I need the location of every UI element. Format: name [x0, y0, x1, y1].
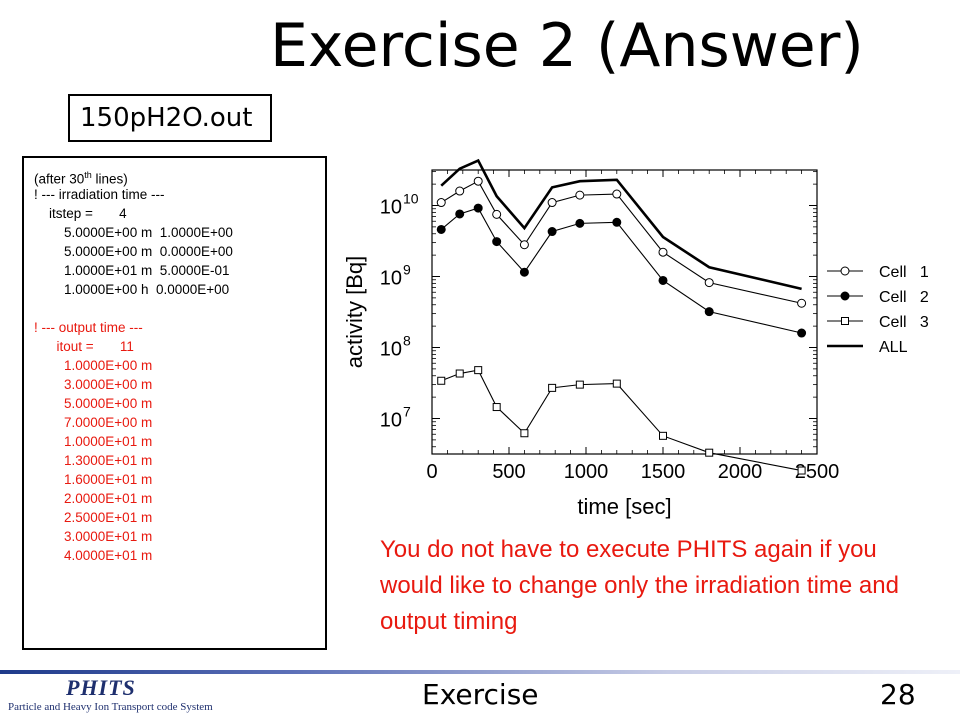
irradiation-line: 1.0000E+00 h 0.0000E+00 — [34, 282, 230, 297]
data-point-circle — [704, 307, 714, 317]
irradiation-line: 1.0000E+01 m 5.0000E-01 — [34, 263, 230, 278]
data-point-circle — [473, 203, 483, 213]
output-time-line: ! --- output time --- — [34, 320, 143, 335]
phits-logo-wordmark: PHITS — [66, 675, 136, 700]
data-point-circle — [797, 328, 807, 338]
data-point-square — [437, 376, 446, 385]
x-tick-label: 0 — [426, 461, 437, 483]
data-point-circle — [436, 224, 446, 234]
series-line-3 — [441, 369, 802, 472]
legend-label: Cell 1 — [879, 264, 929, 281]
data-point-circle — [612, 217, 622, 227]
data-point-circle — [575, 218, 585, 228]
data-point-circle — [519, 267, 529, 277]
data-point-circle — [492, 237, 502, 247]
x-tick-label: 1500 — [641, 461, 686, 483]
slide-title: Exercise 2 (Answer) — [270, 11, 864, 81]
data-point-circle — [519, 240, 529, 250]
legend-label: Cell 2 — [879, 289, 929, 306]
irradiation-line: ! --- irradiation time --- — [34, 187, 165, 202]
y-tick-label: 10 — [380, 197, 402, 219]
data-point-circle — [492, 209, 502, 219]
data-point-square — [797, 466, 806, 475]
output-time-line: 5.0000E+00 m — [34, 396, 153, 411]
y-tick-exponent: 8 — [403, 333, 411, 349]
explanation-note: You do not have to execute PHITS again i… — [380, 536, 899, 635]
data-point-circle — [436, 198, 446, 208]
data-point-circle — [658, 275, 668, 285]
x-axis-label: time [sec] — [577, 494, 671, 519]
output-time-line: 1.3000E+01 m — [34, 453, 153, 468]
y-tick-label: 10 — [380, 268, 402, 290]
legend-label: Cell 3 — [879, 314, 929, 331]
y-tick-exponent: 10 — [403, 191, 419, 207]
output-time-line: 1.0000E+00 m — [34, 358, 153, 373]
output-file-label: 150pH2O.out — [68, 94, 272, 142]
x-tick-label: 1000 — [564, 461, 609, 483]
irradiation-line: itstep = 4 — [34, 206, 127, 221]
legend-marker-circle — [840, 266, 850, 276]
y-tick-exponent: 9 — [403, 262, 411, 278]
data-point-circle — [473, 176, 483, 186]
irradiation-line: 5.0000E+00 m 0.0000E+00 — [34, 244, 233, 259]
output-time-line: 2.0000E+01 m — [34, 491, 153, 506]
data-point-circle — [575, 190, 585, 200]
phits-logo-tagline: Particle and Heavy Ion Transport code Sy… — [8, 701, 213, 713]
irradiation-line: 5.0000E+00 m 1.0000E+00 — [34, 225, 233, 240]
y-tick-label: 10 — [380, 339, 402, 361]
output-time-line: itout = 11 — [34, 339, 134, 354]
footer-section-label: Exercise — [422, 678, 539, 711]
data-point-circle — [455, 209, 465, 219]
data-point-square — [548, 383, 557, 392]
output-time-line: 3.0000E+00 m — [34, 377, 153, 392]
data-point-circle — [547, 227, 557, 237]
page-number: 28 — [880, 678, 916, 711]
data-point-square — [659, 431, 667, 440]
data-point-square — [575, 380, 584, 389]
data-point-circle — [797, 298, 807, 308]
excerpt-header-pre: (after 30 — [34, 171, 85, 187]
output-time-line: 3.0000E+01 m — [34, 529, 153, 544]
x-tick-label: 500 — [492, 461, 525, 483]
legend-marker-square — [841, 317, 849, 325]
output-time-line: 4.0000E+01 m — [34, 548, 153, 563]
data-point-circle — [455, 186, 465, 196]
data-point-circle — [547, 198, 557, 208]
excerpt-header-sup: th — [84, 170, 92, 180]
data-point-circle — [658, 247, 668, 257]
data-point-square — [492, 403, 501, 412]
excerpt-spacer — [34, 299, 325, 318]
footer-divider — [0, 670, 960, 674]
data-point-square — [612, 379, 621, 388]
legend-label: ALL — [879, 339, 908, 356]
excerpt-header: (after 30th lines) — [34, 166, 325, 187]
x-tick-label: 2000 — [718, 461, 763, 483]
activity-chart: 0 500 1000 1500 2000 2500 10 10 10 9 10 8 10 7 time [s… — [330, 150, 960, 530]
output-time-line: 7.0000E+00 m — [34, 415, 153, 430]
data-point-circle — [612, 189, 622, 199]
data-point-circle — [704, 278, 714, 288]
data-point-square — [520, 429, 529, 438]
output-time-line: 1.0000E+01 m — [34, 434, 153, 449]
series-line-2 — [440, 207, 802, 334]
data-point-square — [474, 366, 483, 375]
plot-frame — [431, 169, 818, 455]
y-tick-exponent: 7 — [403, 404, 411, 420]
x-tick-label: 2500 — [795, 461, 840, 483]
y-axis-label: activity [Bq] — [342, 256, 367, 368]
data-point-square — [455, 369, 464, 378]
excerpt-header-post: lines) — [91, 171, 128, 187]
phits-logo: PHITS Particle and Heavy Ion Transport c… — [6, 676, 221, 718]
legend-marker-circle — [840, 291, 850, 301]
output-file-excerpt: (after 30th lines) ! --- irradiation tim… — [22, 156, 327, 650]
y-tick-label: 10 — [380, 410, 402, 432]
data-point-square — [705, 448, 714, 457]
output-time-line: 2.5000E+01 m — [34, 510, 153, 525]
series-line-4 — [440, 158, 802, 291]
output-time-line: 1.6000E+01 m — [34, 472, 153, 487]
